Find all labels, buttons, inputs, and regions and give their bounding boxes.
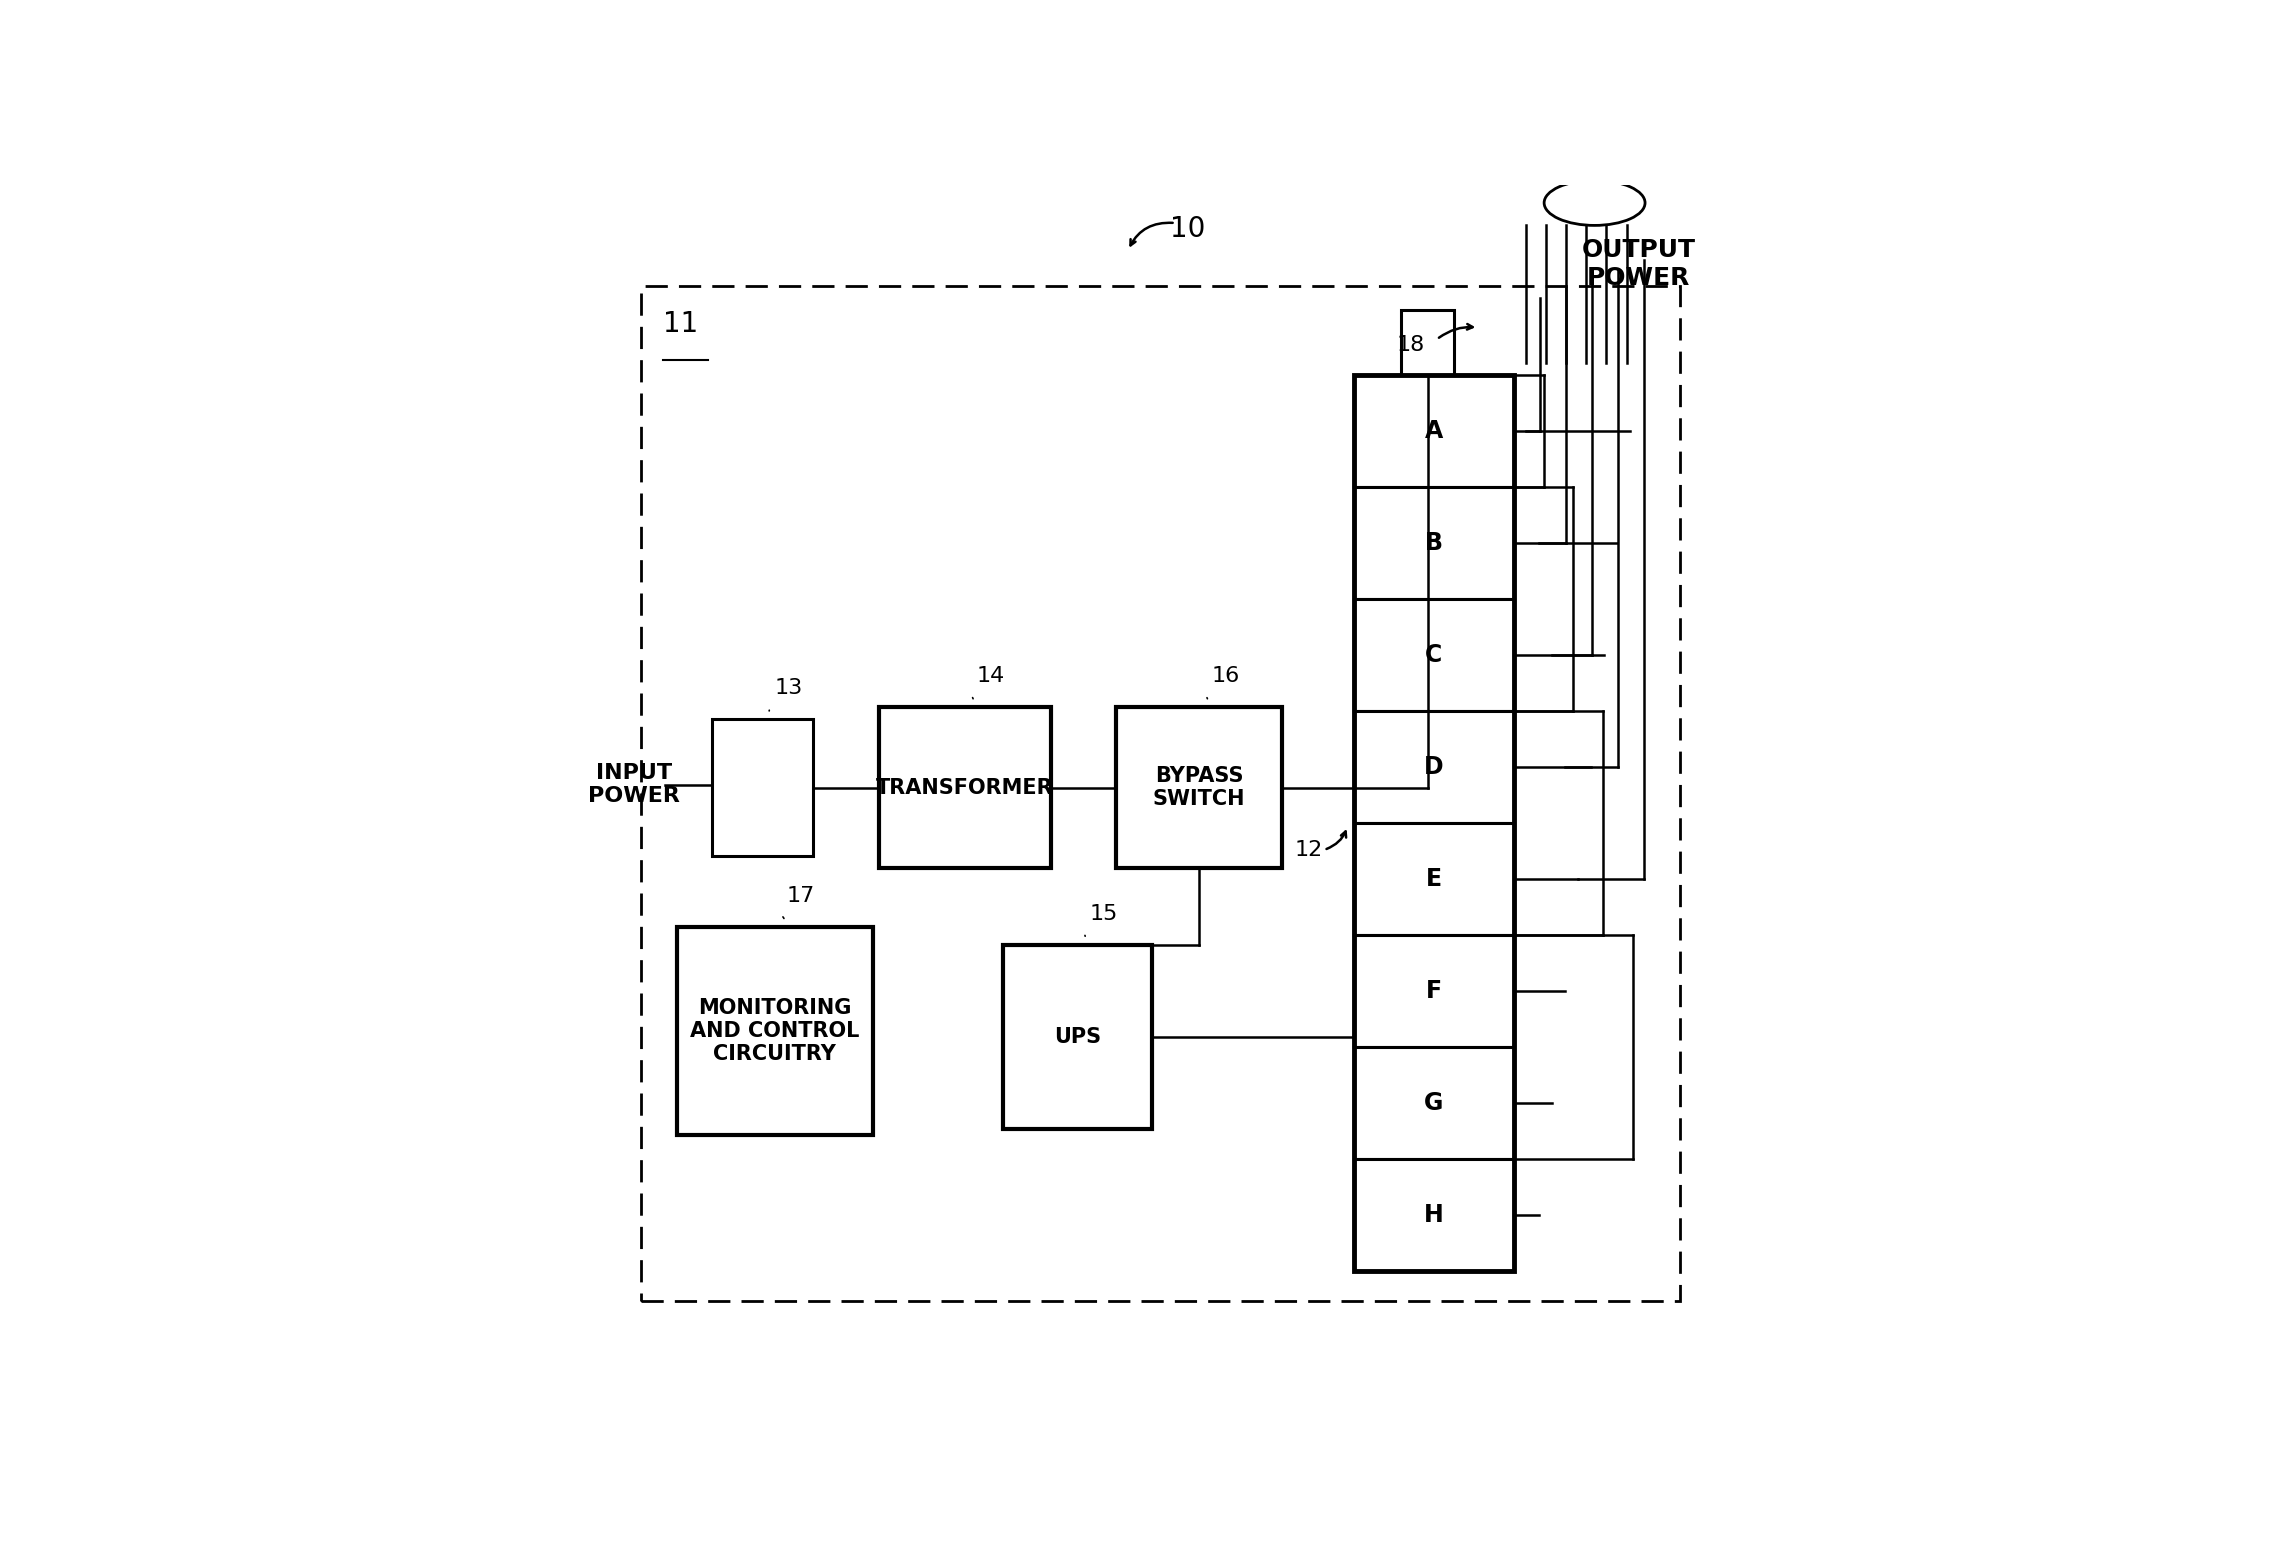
Text: TRANSFORMER: TRANSFORMER	[876, 777, 1054, 797]
Bar	[712, 719, 812, 856]
Ellipse shape	[1545, 180, 1645, 225]
Text: F: F	[1426, 979, 1442, 1004]
Text: C: C	[1424, 643, 1442, 668]
Bar	[1353, 711, 1513, 823]
Text: 18: 18	[1397, 335, 1424, 355]
Bar	[879, 708, 1050, 868]
Bar	[1353, 936, 1513, 1047]
Bar	[1353, 375, 1513, 487]
Text: 12: 12	[1294, 840, 1324, 860]
Bar	[1004, 945, 1152, 1129]
Text: UPS: UPS	[1054, 1027, 1102, 1047]
Text: D: D	[1424, 756, 1445, 779]
Bar	[1401, 310, 1454, 375]
Bar	[641, 285, 1680, 1301]
Bar	[1353, 375, 1513, 1272]
Text: E: E	[1426, 867, 1442, 891]
Text: B: B	[1424, 530, 1442, 555]
Text: 16: 16	[1212, 666, 1239, 686]
Text: G: G	[1424, 1092, 1445, 1115]
Text: BYPASS
SWITCH: BYPASS SWITCH	[1152, 766, 1246, 810]
Text: 17: 17	[787, 885, 815, 905]
Bar	[678, 927, 872, 1135]
Text: 14: 14	[977, 666, 1004, 686]
Text: MONITORING
AND CONTROL
CIRCUITRY: MONITORING AND CONTROL CIRCUITRY	[689, 998, 860, 1064]
Bar	[1353, 487, 1513, 600]
Bar	[1353, 823, 1513, 936]
Text: 15: 15	[1089, 904, 1118, 924]
Text: OUTPUT
POWER: OUTPUT POWER	[1581, 239, 1696, 290]
Bar	[1353, 1160, 1513, 1272]
Text: A: A	[1424, 419, 1442, 443]
Text: 11: 11	[662, 310, 698, 338]
Text: 10: 10	[1171, 214, 1205, 242]
Text: 13: 13	[774, 678, 803, 699]
Bar	[1353, 600, 1513, 711]
Bar	[1116, 708, 1282, 868]
Text: INPUT
POWER: INPUT POWER	[589, 763, 680, 806]
Bar	[1353, 1047, 1513, 1160]
Text: H: H	[1424, 1203, 1445, 1227]
